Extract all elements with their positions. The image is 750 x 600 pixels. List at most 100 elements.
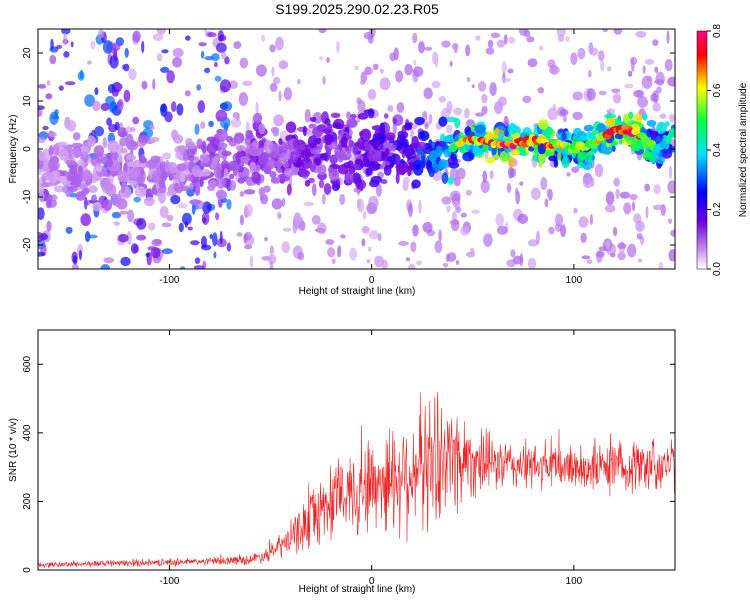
heatmap-cell	[77, 159, 85, 167]
heatmap-cell	[100, 264, 111, 269]
heatmap-cell	[396, 102, 405, 113]
heatmap-cell	[200, 244, 212, 251]
heatmap-cell	[206, 136, 217, 143]
heatmap-cell	[658, 261, 664, 269]
heatmap-cell	[633, 90, 644, 98]
spectrogram-xlabel: Height of straight line (km)	[299, 286, 416, 297]
heatmap-cell	[177, 145, 187, 152]
heatmap-cell	[199, 155, 210, 164]
heatmap-cell	[600, 59, 605, 72]
heatmap-cell	[441, 172, 449, 184]
heatmap-cell	[71, 142, 83, 149]
heatmap-cell	[213, 251, 217, 259]
heatmap-cell	[646, 119, 657, 127]
heatmap-cell	[637, 258, 643, 263]
heatmap-cell	[595, 250, 605, 258]
heatmap-cell	[357, 112, 369, 120]
heatmap-cell	[100, 177, 112, 191]
heatmap-cell	[57, 175, 68, 182]
heatmap-cell	[176, 163, 188, 171]
heatmap-cell	[510, 149, 521, 156]
heatmap-cell	[613, 29, 623, 35]
heatmap-cell	[654, 66, 659, 74]
heatmap-cell	[668, 165, 673, 179]
heatmap-cell	[48, 159, 60, 172]
heatmap-cell	[460, 226, 470, 236]
heatmap-cell	[226, 199, 232, 210]
heatmap-cell	[611, 144, 616, 152]
heatmap-cell	[207, 32, 217, 38]
heatmap-cell	[666, 30, 670, 44]
heatmap-cell	[176, 103, 184, 116]
heatmap-cell	[405, 257, 411, 262]
heatmap-cell	[489, 82, 497, 97]
heatmap-cell	[304, 179, 311, 187]
heatmap-cell	[92, 100, 101, 112]
heatmap-cell	[404, 122, 412, 130]
heatmap-cell	[554, 213, 564, 227]
heatmap-cell	[215, 109, 228, 122]
heatmap-cell	[145, 252, 150, 258]
heatmap-cell	[428, 113, 433, 125]
heatmap-cell	[100, 103, 110, 111]
heatmap-cell	[199, 177, 204, 188]
heatmap-cell	[352, 145, 359, 155]
heatmap-cell	[582, 176, 594, 189]
heatmap-cell	[216, 177, 226, 189]
heatmap-cell	[173, 182, 180, 192]
heatmap-cell	[366, 259, 371, 264]
heatmap-cell	[417, 130, 430, 142]
heatmap-cell	[38, 168, 43, 176]
heatmap-cell	[561, 156, 570, 169]
heatmap-cell	[194, 123, 200, 135]
heatmap-cell	[172, 57, 183, 68]
heatmap-cell	[337, 154, 344, 163]
heatmap-cell	[604, 204, 616, 213]
heatmap-cell	[160, 66, 170, 73]
heatmap-cell	[442, 262, 449, 268]
heatmap-cell	[200, 121, 206, 129]
heatmap-cell	[644, 183, 650, 192]
heatmap-cell	[629, 193, 638, 201]
heatmap-cell	[249, 146, 261, 157]
heatmap-cell	[191, 165, 202, 178]
heatmap-cell	[508, 156, 515, 168]
heatmap-cell	[390, 153, 401, 165]
heatmap-cell	[380, 179, 388, 185]
heatmap-cell	[38, 109, 43, 117]
heatmap-cell	[297, 78, 301, 85]
heatmap-cell	[367, 89, 377, 100]
heatmap-cell	[127, 209, 135, 223]
heatmap-cell	[226, 242, 232, 252]
heatmap-cell	[441, 40, 451, 48]
heatmap-cell	[405, 165, 416, 171]
heatmap-cell	[253, 112, 263, 124]
heatmap-cell	[424, 46, 433, 51]
heatmap-cell	[659, 113, 667, 119]
heatmap-cell	[113, 221, 120, 227]
heatmap-cell	[465, 189, 472, 196]
heatmap-cell	[445, 124, 453, 134]
heatmap-cell	[423, 87, 433, 100]
heatmap-cell	[154, 239, 162, 245]
heatmap-cell	[106, 117, 113, 127]
heatmap-cell	[623, 202, 632, 215]
heatmap-cell	[428, 166, 435, 178]
heatmap-cell	[243, 244, 253, 250]
heatmap-cell	[485, 47, 495, 55]
heatmap-cell	[90, 40, 96, 50]
heatmap-cell	[304, 109, 311, 123]
heatmap-cell	[412, 224, 419, 237]
heatmap-cell	[139, 154, 145, 164]
heatmap-cell	[92, 201, 103, 212]
heatmap-cell	[652, 102, 661, 112]
heatmap-cell	[123, 162, 128, 174]
heatmap-cell	[284, 168, 294, 178]
heatmap-cell	[239, 57, 249, 69]
heatmap-cell	[126, 154, 137, 161]
heatmap-cell	[362, 210, 367, 220]
spectrogram-ylabel: Frequency (Hz)	[8, 115, 19, 184]
heatmap-cell	[314, 157, 321, 166]
heatmap-cell	[481, 93, 488, 104]
